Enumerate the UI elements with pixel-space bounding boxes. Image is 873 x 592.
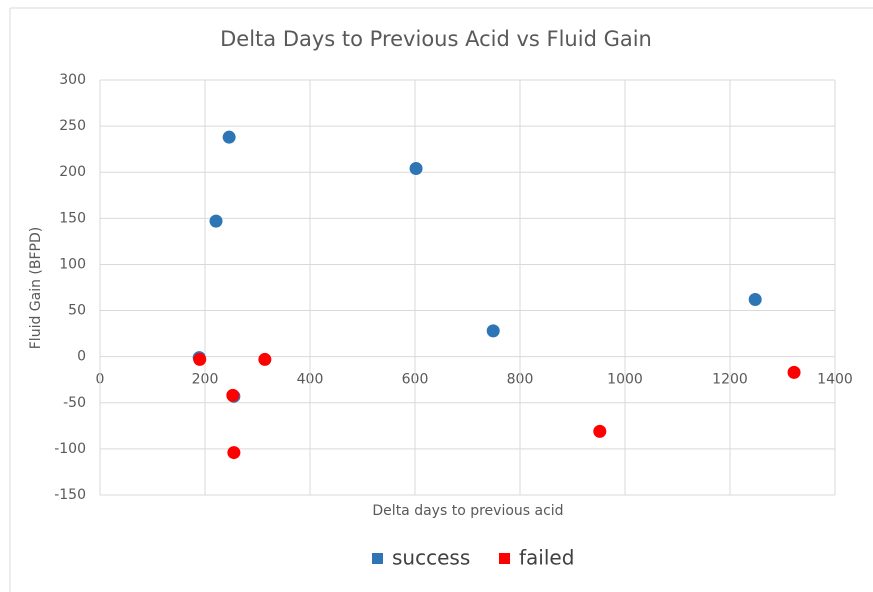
- point: [258, 353, 271, 366]
- x-axis-title: Delta days to previous acid: [372, 503, 563, 519]
- legend-marker: [499, 553, 510, 564]
- y-tick-label: -50: [63, 395, 86, 411]
- point: [593, 425, 606, 438]
- point: [210, 215, 223, 228]
- y-tick-label: 250: [59, 118, 86, 134]
- legend-label: failed: [519, 546, 574, 570]
- y-tick-label: 300: [59, 72, 86, 88]
- point: [227, 446, 240, 459]
- legend-label: success: [392, 546, 470, 570]
- y-tick-label: 200: [59, 164, 86, 180]
- point: [223, 131, 236, 144]
- y-tick-label: -150: [54, 487, 86, 503]
- legend-marker: [372, 553, 383, 564]
- point: [193, 353, 206, 366]
- point: [226, 389, 239, 402]
- point: [487, 324, 500, 337]
- y-axis-title: Fluid Gain (BFPD): [28, 227, 44, 350]
- y-tick-label: 0: [77, 349, 86, 365]
- point: [410, 162, 423, 175]
- y-tick-label: 100: [59, 256, 86, 272]
- y-tick-label: -100: [54, 441, 86, 457]
- point: [788, 366, 801, 379]
- y-tick-label: 50: [68, 303, 86, 319]
- chart-title: Delta Days to Previous Acid vs Fluid Gai…: [220, 27, 652, 51]
- point: [749, 293, 762, 306]
- chart: Delta Days to Previous Acid vs Fluid Gai…: [0, 0, 873, 592]
- y-tick-label: 150: [59, 210, 86, 226]
